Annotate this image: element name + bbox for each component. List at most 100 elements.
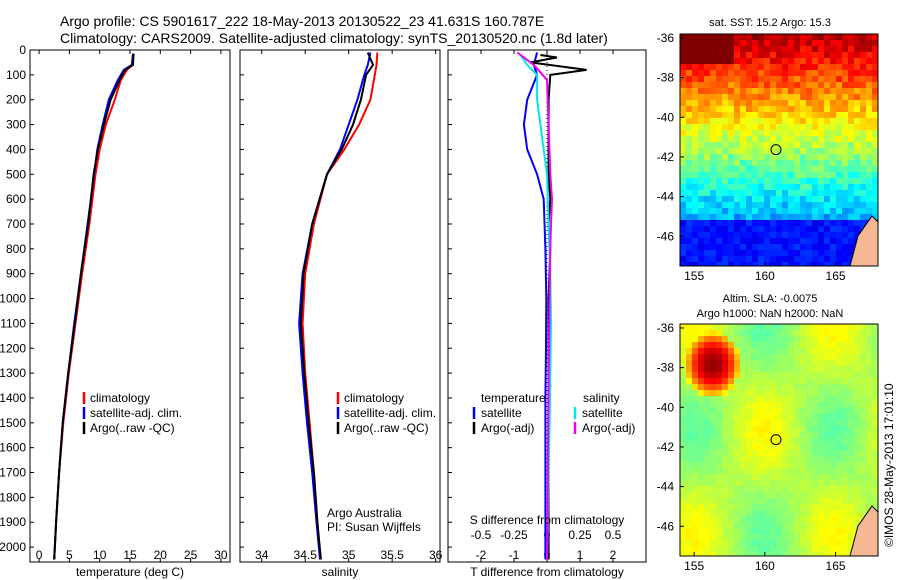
map-cell bbox=[848, 426, 854, 432]
map-cell bbox=[836, 372, 842, 378]
map-cell bbox=[842, 46, 848, 52]
map-cell bbox=[692, 34, 698, 40]
map-cell bbox=[794, 154, 800, 160]
map-cell bbox=[824, 208, 830, 214]
map-cell bbox=[728, 118, 734, 124]
map-cell bbox=[728, 480, 734, 486]
map-cell bbox=[764, 130, 770, 136]
map-cell bbox=[746, 250, 752, 256]
map-cell bbox=[842, 184, 848, 190]
map-cell bbox=[824, 40, 830, 46]
map-cell bbox=[794, 342, 800, 348]
map-cell bbox=[686, 244, 692, 250]
map-cell bbox=[710, 142, 716, 148]
map-cell bbox=[692, 426, 698, 432]
map-cell bbox=[686, 324, 692, 330]
map-cell bbox=[734, 40, 740, 46]
map-cell bbox=[854, 516, 860, 522]
map-cell bbox=[800, 384, 806, 390]
map-cell bbox=[812, 166, 818, 172]
map-cell bbox=[716, 468, 722, 474]
map-cell bbox=[716, 166, 722, 172]
map-cell bbox=[836, 492, 842, 498]
map-cell bbox=[758, 142, 764, 148]
map-cell bbox=[740, 348, 746, 354]
map-cell bbox=[722, 100, 728, 106]
map-cell bbox=[776, 480, 782, 486]
map-cell bbox=[770, 480, 776, 486]
map-cell bbox=[866, 420, 872, 426]
map-cell bbox=[746, 190, 752, 196]
map-cell bbox=[734, 214, 740, 220]
map-cell bbox=[698, 522, 704, 528]
map-cell bbox=[794, 534, 800, 540]
map-cell bbox=[818, 540, 824, 546]
map-cell bbox=[836, 528, 842, 534]
map-cell bbox=[872, 178, 878, 184]
map-cell bbox=[770, 510, 776, 516]
map-cell bbox=[734, 408, 740, 414]
map-cell bbox=[728, 124, 734, 130]
map-cell bbox=[686, 498, 692, 504]
map-cell bbox=[758, 492, 764, 498]
map-cell bbox=[794, 100, 800, 106]
map-cell bbox=[866, 360, 872, 366]
map-cell bbox=[794, 52, 800, 58]
map-cell bbox=[746, 112, 752, 118]
map-cell bbox=[860, 40, 866, 46]
map-cell bbox=[734, 184, 740, 190]
map-cell bbox=[764, 516, 770, 522]
map-cell bbox=[770, 438, 776, 444]
map-cell bbox=[686, 226, 692, 232]
map-cell bbox=[722, 540, 728, 546]
map-cell bbox=[740, 354, 746, 360]
map-cell bbox=[704, 256, 710, 262]
map-cell bbox=[680, 528, 686, 534]
map-cell bbox=[794, 504, 800, 510]
map-cell bbox=[716, 396, 722, 402]
map-cell bbox=[704, 124, 710, 130]
map-cell bbox=[722, 88, 728, 94]
map-cell bbox=[758, 106, 764, 112]
map-cell bbox=[740, 552, 746, 556]
map-cell bbox=[788, 250, 794, 256]
map-cell bbox=[770, 70, 776, 76]
map-cell bbox=[758, 172, 764, 178]
map-cell bbox=[710, 172, 716, 178]
map-cell bbox=[758, 34, 764, 40]
map-cell bbox=[842, 148, 848, 154]
map-cell bbox=[848, 208, 854, 214]
map-cell bbox=[818, 40, 824, 46]
map-cell bbox=[776, 324, 782, 330]
map-cell bbox=[776, 94, 782, 100]
map-cell bbox=[812, 70, 818, 76]
x-tick-label: -1 bbox=[509, 548, 520, 562]
map-cell bbox=[692, 516, 698, 522]
map-cell bbox=[776, 330, 782, 336]
map-cell bbox=[788, 396, 794, 402]
map-cell bbox=[854, 184, 860, 190]
map-cell bbox=[824, 522, 830, 528]
map-cell bbox=[770, 172, 776, 178]
map-cell bbox=[686, 504, 692, 510]
map-cell bbox=[776, 360, 782, 366]
map-cell bbox=[854, 498, 860, 504]
map-cell bbox=[746, 130, 752, 136]
map-cell bbox=[704, 426, 710, 432]
map-cell bbox=[746, 450, 752, 456]
map-cell bbox=[698, 354, 704, 360]
map-cell bbox=[836, 46, 842, 52]
map-cell bbox=[812, 432, 818, 438]
map-cell bbox=[728, 414, 734, 420]
map-cell bbox=[842, 378, 848, 384]
map-cell bbox=[764, 342, 770, 348]
map-cell bbox=[710, 184, 716, 190]
map-cell bbox=[860, 396, 866, 402]
map-cell bbox=[800, 244, 806, 250]
map-cell bbox=[728, 40, 734, 46]
map-cell bbox=[758, 88, 764, 94]
map-cell bbox=[716, 552, 722, 556]
map-cell bbox=[794, 462, 800, 468]
map-cell bbox=[692, 118, 698, 124]
map-cell bbox=[782, 160, 788, 166]
